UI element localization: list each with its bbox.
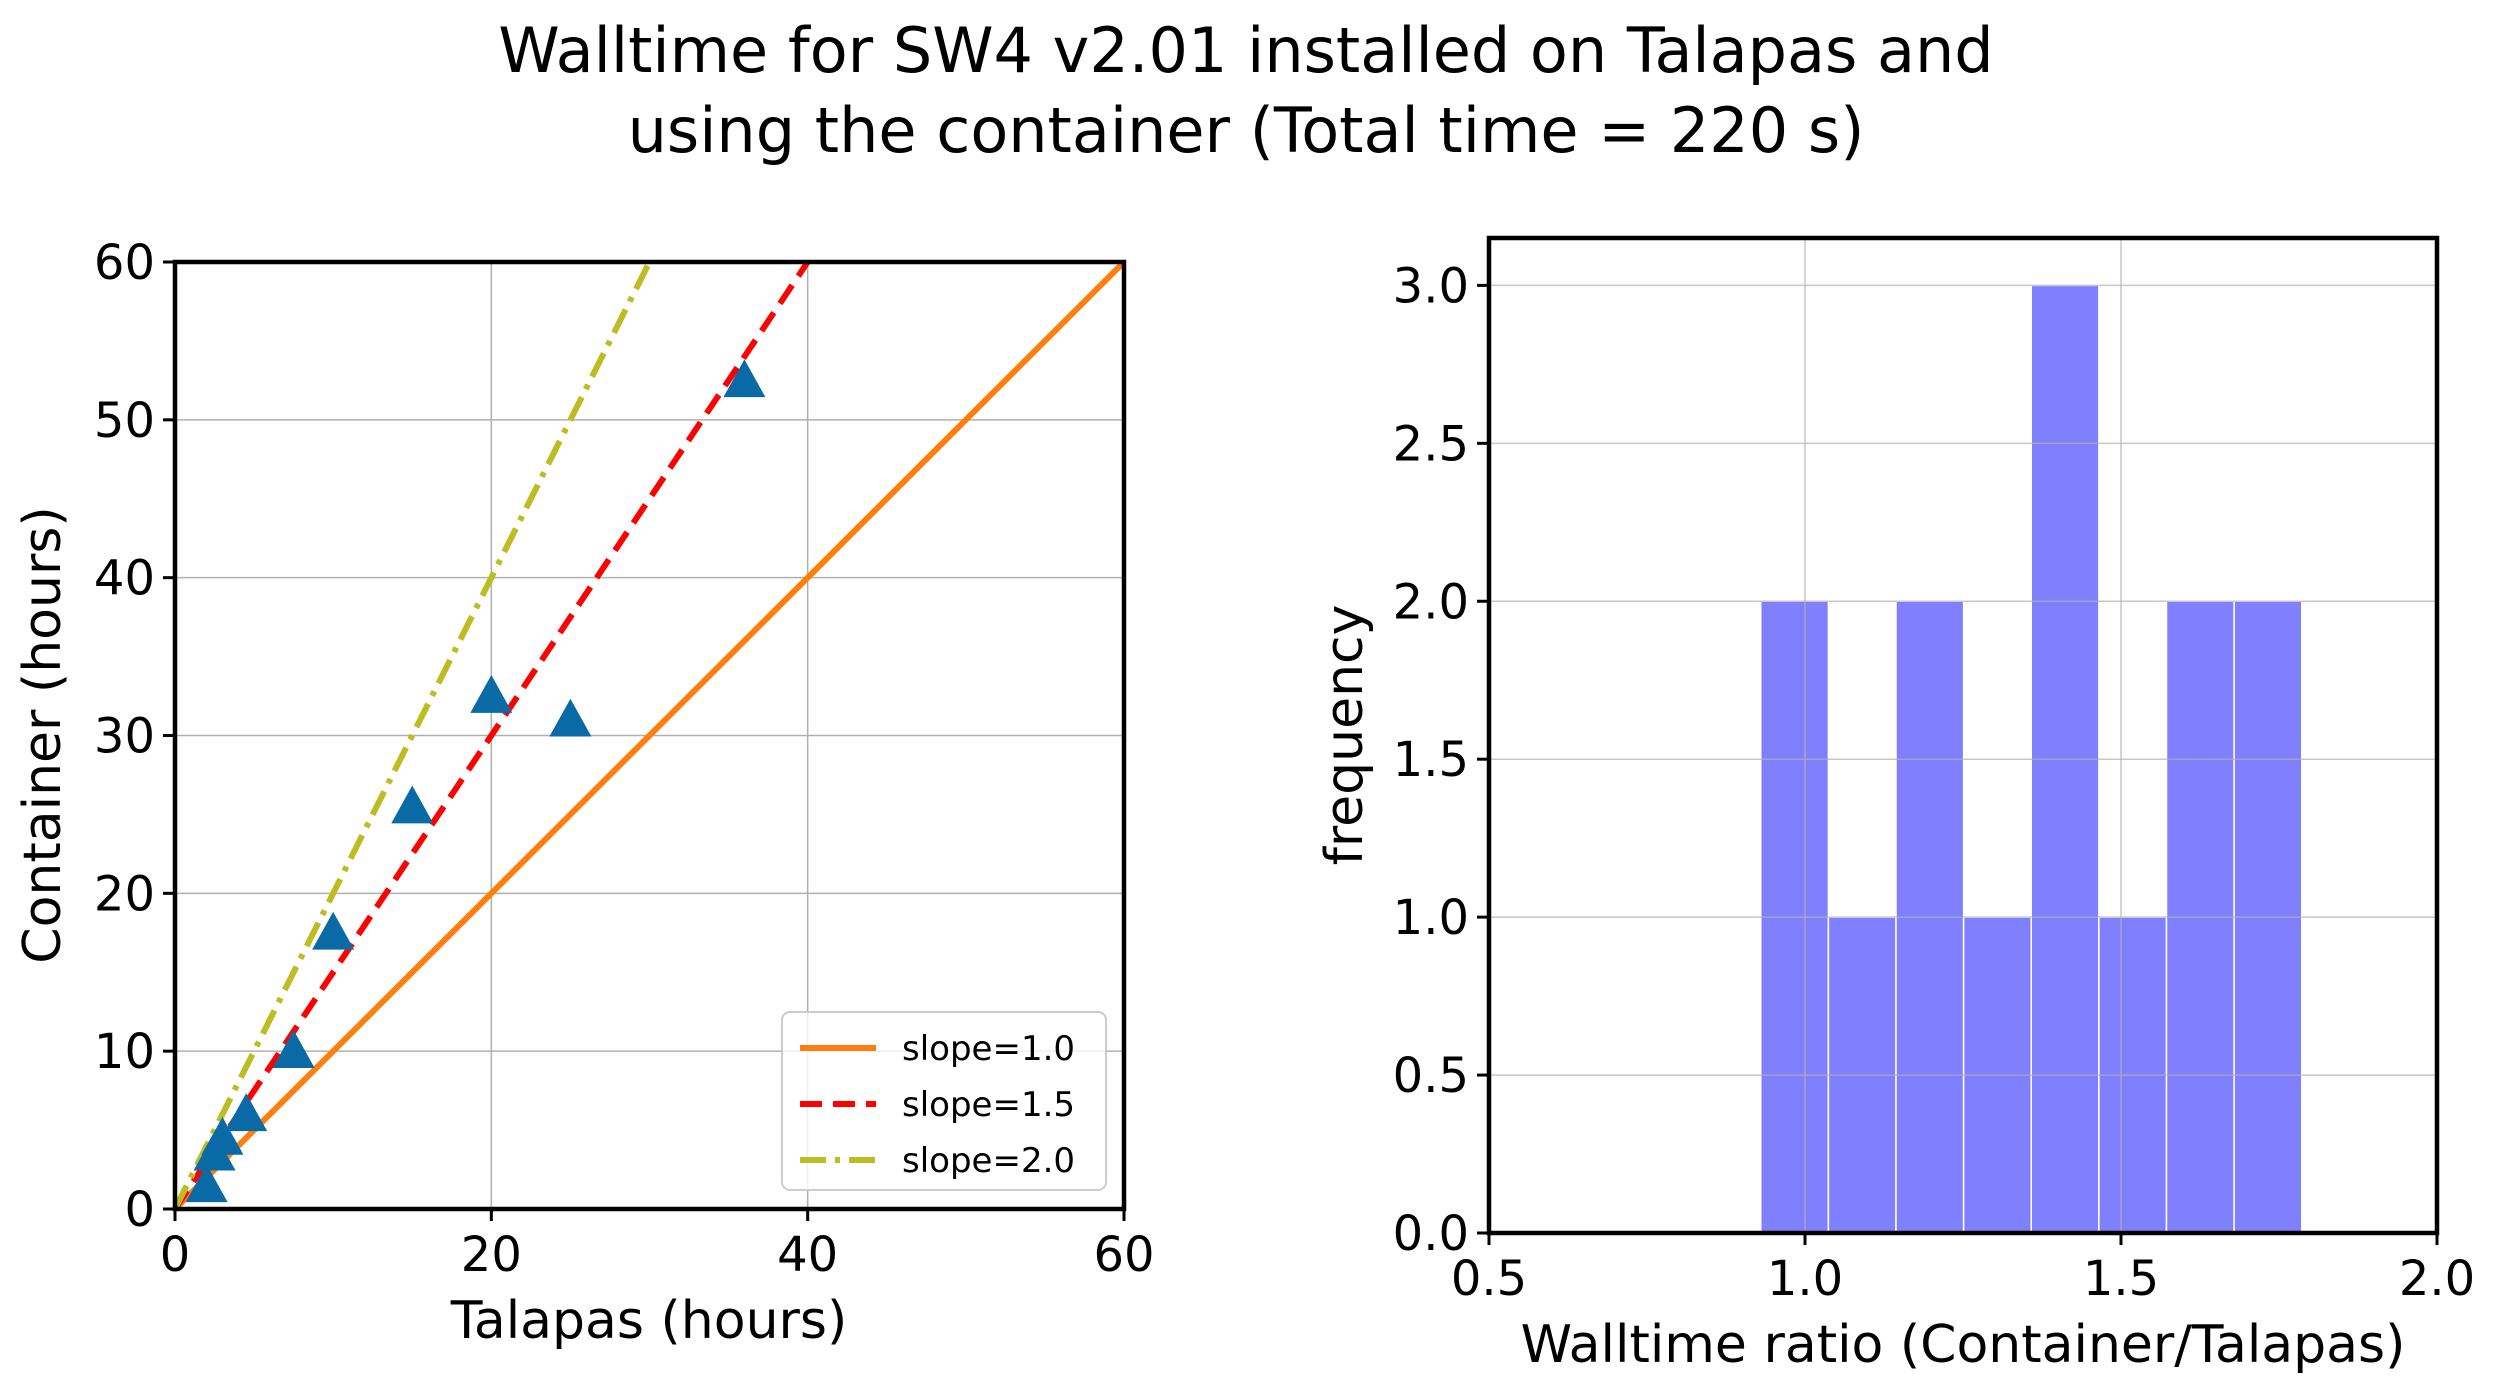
- slope-line: [172, 260, 653, 1211]
- histogram-x-tick-label: 1.5: [2083, 1251, 2159, 1307]
- data-point: [225, 1093, 268, 1132]
- scatter-y-tick-label: 10: [94, 1024, 155, 1080]
- scatter-y-tick-label: 0: [124, 1182, 155, 1238]
- histogram-y-tick-label: 0.5: [1393, 1048, 1469, 1104]
- scatter-y-axis-label: Container (hours): [13, 506, 73, 963]
- scatter-y-tick-label: 30: [94, 709, 155, 765]
- scatter-slope-lines: [172, 259, 1127, 1212]
- histogram-x-tick-label: 1.0: [1767, 1251, 1843, 1307]
- slope-line: [172, 260, 811, 1211]
- data-point: [391, 785, 434, 824]
- scatter-x-tick-label: 0: [160, 1227, 191, 1283]
- data-point: [723, 359, 766, 398]
- data-point: [549, 698, 592, 737]
- figure-title-line-1: Walltime for SW4 v2.01 installed on Tala…: [498, 14, 1993, 87]
- scatter-ticks: 0 20 40 60 0 10 20 30 40 50 60: [94, 235, 1155, 1283]
- scatter-y-tick-label: 20: [94, 866, 155, 922]
- histogram-chart: 0.5 1.0 1.5 2.00.00.51.01.52.02.53.0 Wallti…: [1315, 235, 2476, 1375]
- scatter-y-tick-label: 60: [94, 235, 155, 291]
- data-point: [470, 675, 513, 713]
- histogram-y-axis-label: frequency: [1315, 605, 1375, 866]
- figure-title-line-2: using the container (Total time = 220 s): [628, 94, 1865, 167]
- legend-box: [781, 1011, 1107, 1191]
- legend-label: slope=1.5: [902, 1085, 1075, 1125]
- scatter-y-tick-label: 40: [94, 551, 155, 607]
- scatter-x-tick-label: 20: [461, 1227, 522, 1283]
- legend-label: slope=2.0: [902, 1141, 1075, 1181]
- scatter-x-tick-label: 60: [1093, 1227, 1154, 1283]
- histogram-axes-frame: [1486, 235, 2440, 1236]
- scatter-legend: slope=1.0 slope=1.5 slope=2.0: [781, 1011, 1107, 1191]
- data-point: [272, 1030, 315, 1068]
- histogram-y-tick-label: 1.0: [1393, 890, 1469, 946]
- histogram-y-tick-label: 0.0: [1393, 1206, 1469, 1262]
- histogram-y-tick-label: 1.5: [1393, 732, 1469, 788]
- histogram-y-tick-label: 3.0: [1393, 258, 1469, 314]
- data-point: [312, 911, 355, 950]
- scatter-chart: 0 20 40 60 0 10 20 30 40 50 60 Talapas (hours) Con…: [13, 235, 1155, 1351]
- data-point: [185, 1164, 228, 1203]
- histogram-ticks: 0.5 1.0 1.5 2.00.00.51.01.52.02.53.0: [1393, 258, 2476, 1307]
- histogram-x-axis-label: Walltime ratio (Container/Talapas): [1521, 1315, 2406, 1375]
- histogram-x-tick-label: 0.5: [1451, 1251, 1527, 1307]
- scatter-points: [185, 359, 766, 1203]
- data-point: [201, 1116, 244, 1155]
- scatter-x-axis-label: Talapas (hours): [450, 1291, 848, 1351]
- histogram-y-tick-label: 2.5: [1393, 416, 1469, 472]
- histogram-y-tick-label: 2.0: [1393, 574, 1469, 630]
- legend-label: slope=1.0: [902, 1029, 1075, 1069]
- scatter-x-tick-label: 40: [777, 1227, 838, 1283]
- slope-line: [172, 259, 1127, 1212]
- scatter-y-tick-label: 50: [94, 393, 155, 449]
- histogram-x-tick-label: 2.0: [2399, 1251, 2475, 1307]
